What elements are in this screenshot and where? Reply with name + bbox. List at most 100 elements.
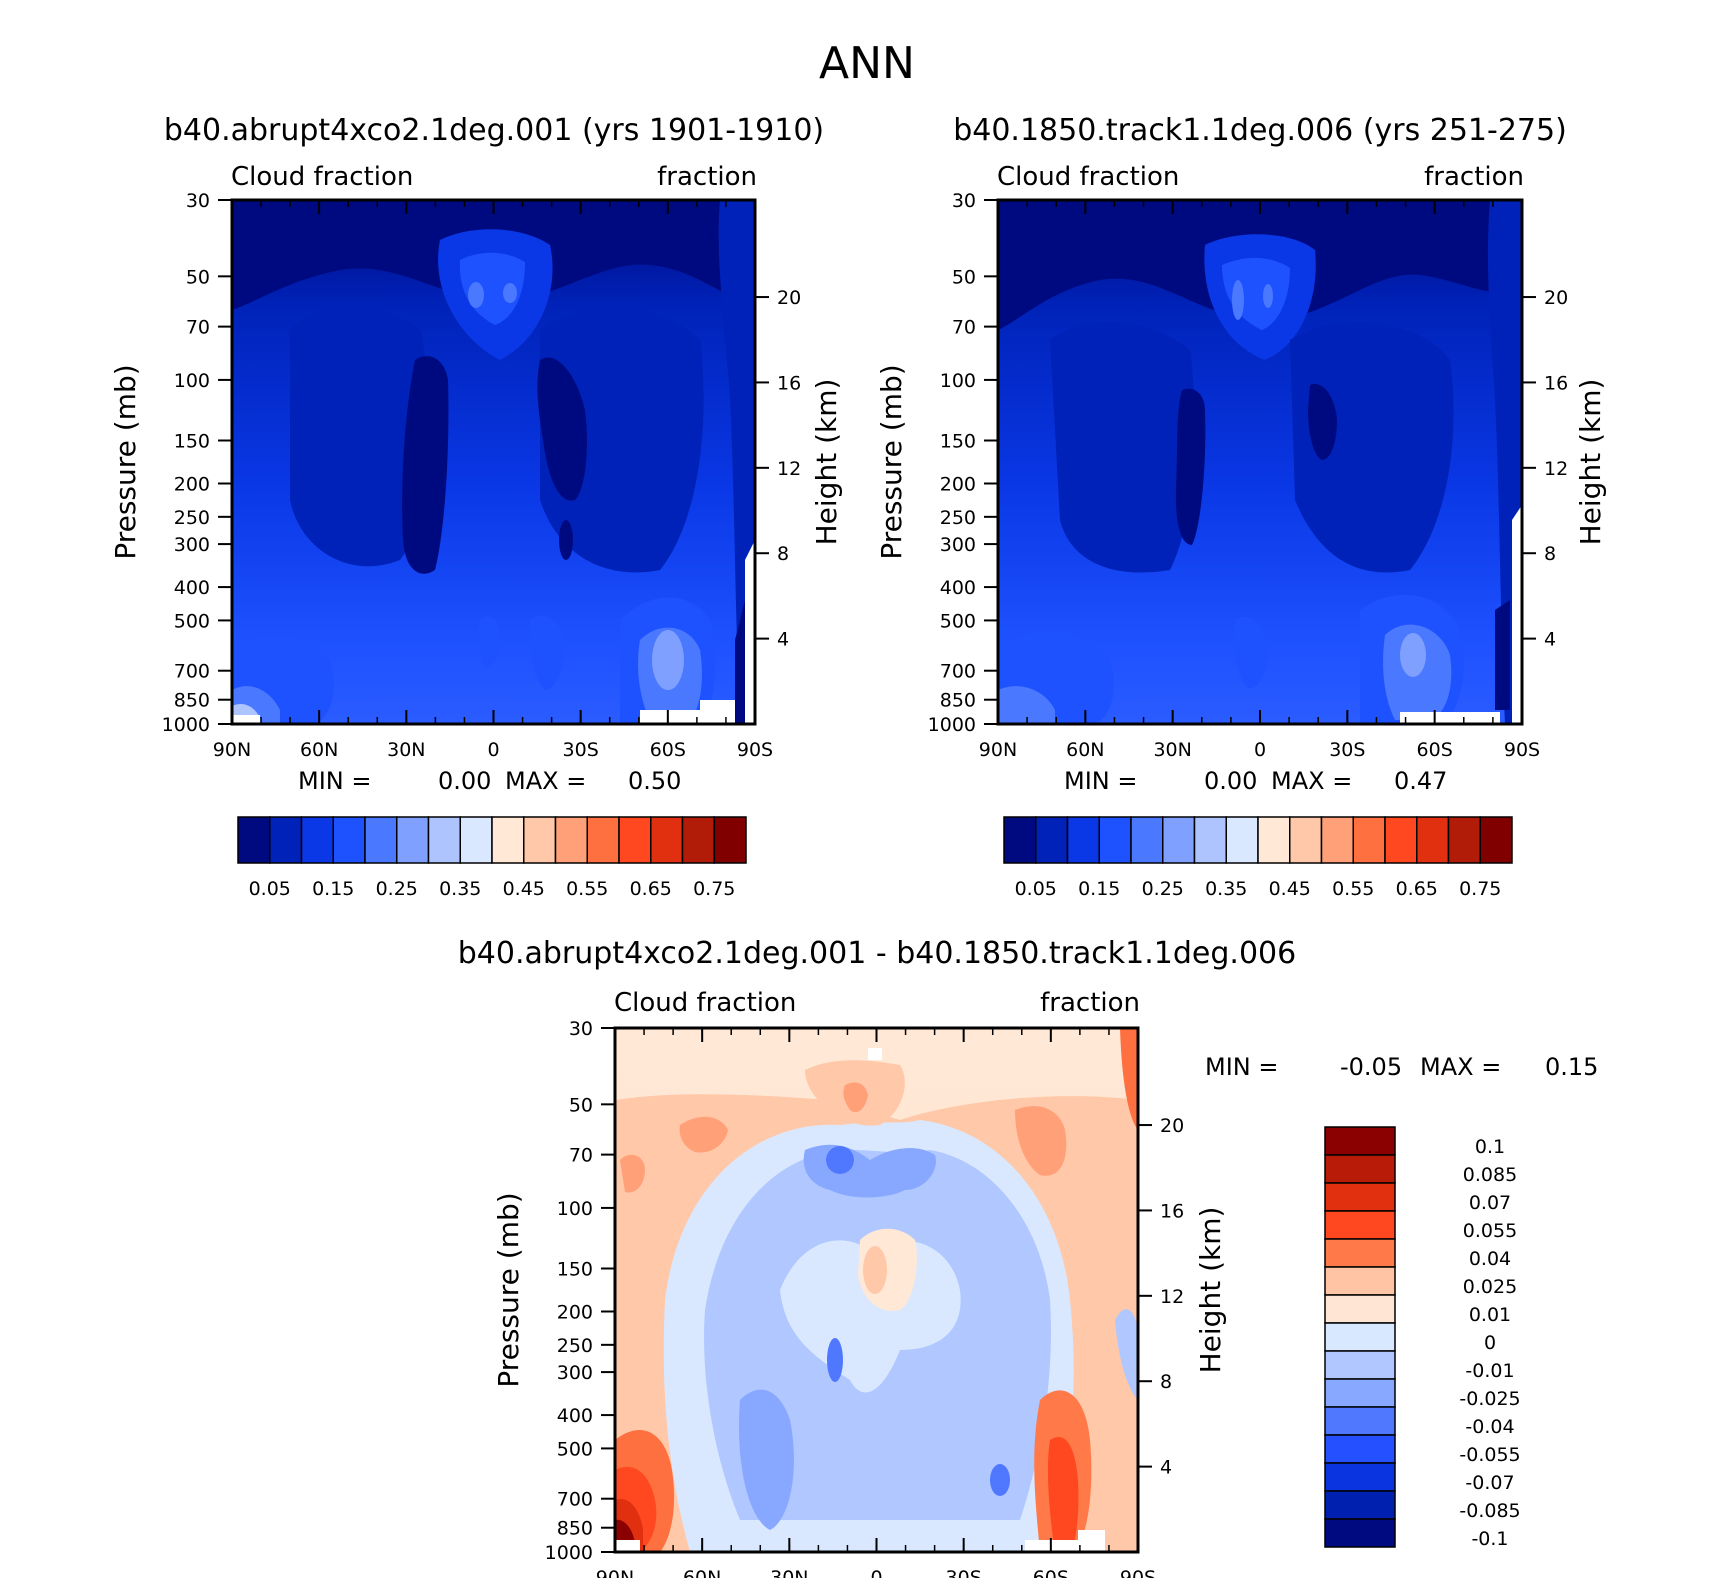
panel-1-y-tick-label: 150 (174, 431, 210, 453)
panel-2-colorbar-label: 0.65 (1396, 878, 1438, 900)
panel-3-right-label: fraction (1040, 988, 1140, 1018)
panel-3-y-tick-label: 400 (557, 1405, 593, 1427)
panel-3-colorbar-box (1324, 1434, 1396, 1464)
panel-3-colorbar-label: 0.01 (1469, 1304, 1511, 1326)
panel-2-colorbar-box (1352, 816, 1386, 864)
panel-1-colorbar-box (269, 816, 303, 864)
panel-1: b40.abrupt4xco2.1deg.001 (yrs 1901-1910)… (164, 113, 824, 726)
panel-3-max-label: MAX = (1420, 1053, 1501, 1081)
panel-1-colorbar-box (459, 816, 493, 864)
panel-2-field (998, 200, 1522, 724)
panel-1-y-tick-label: 100 (174, 370, 210, 392)
panel-1-y2-tick-label: 8 (777, 543, 789, 565)
panel-1-y-tick-label: 30 (186, 190, 210, 212)
panel-2-colorbar-box (1257, 816, 1291, 864)
panel-3-colorbar-box (1324, 1238, 1396, 1268)
panel-3-colorbar-label: 0.07 (1469, 1192, 1511, 1214)
panel-2-colorbar-label: 0.35 (1205, 878, 1247, 900)
panel-2-y-axis-title: Pressure (mb) (875, 364, 908, 559)
panel-2-y-tick-label: 30 (952, 190, 976, 212)
panel-3-max-value: 0.15 (1545, 1053, 1598, 1081)
panel-2-y-tick-label: 50 (952, 266, 976, 288)
panel-3-x-tick-label: 60S (1033, 1567, 1069, 1578)
panel-2-y-tick-label: 150 (940, 431, 976, 453)
panel-2-x-tick-label: 0 (1254, 739, 1266, 761)
panel-2-colorbar-box (1098, 816, 1132, 864)
panel-3-colorbar-box (1324, 1266, 1396, 1296)
panel-3-y-tick-label: 30 (569, 1018, 593, 1040)
panel-1-colorbar-label: 0.15 (312, 878, 354, 900)
panel-3-colorbar-label: -0.07 (1465, 1472, 1514, 1494)
panel-1-title: b40.abrupt4xco2.1deg.001 (yrs 1901-1910) (164, 113, 824, 148)
panel-2-y2-tick-label: 8 (1544, 543, 1556, 565)
panel-3-colorbar-label: -0.055 (1459, 1444, 1520, 1466)
panel-3-colorbar-label: -0.025 (1459, 1388, 1520, 1410)
panel-3-y2-tick-label: 4 (1160, 1457, 1172, 1479)
panel-2-min-value: 0.00 (1204, 767, 1257, 795)
panel-1-min-label: MIN = (298, 767, 371, 795)
panel-1-y-tick-label: 1000 (162, 714, 210, 736)
panel-1-colorbar-label: 0.25 (376, 878, 418, 900)
panel-3-colorbar-box (1324, 1182, 1396, 1212)
panel-1-x-tick-label: 60S (650, 739, 686, 761)
panel-1-y-tick-label: 700 (174, 661, 210, 683)
panel-3-colorbar-box (1324, 1462, 1396, 1492)
panel-3-y2-tick-label: 20 (1160, 1115, 1184, 1137)
panel-1-y-tick-label: 500 (174, 610, 210, 632)
panel-1-colorbar-box (364, 816, 398, 864)
panel-1-colorbar-box (618, 816, 652, 864)
panel-3-y-tick-label: 300 (557, 1362, 593, 1384)
panel-2-min-label: MIN = (1064, 767, 1137, 795)
panel-3-left-label: Cloud fraction (614, 988, 796, 1018)
panel-1-colorbar-box (332, 816, 366, 864)
panel-3-y-tick-label: 70 (569, 1145, 593, 1167)
panel-1-y-tick-label: 400 (174, 577, 210, 599)
panel-2-y-tick-label: 250 (940, 507, 976, 529)
panel-1-colorbar-box (300, 816, 334, 864)
panel-2-x-tick-label: 90N (979, 739, 1017, 761)
panel-3-field (615, 1028, 1138, 1552)
panel-1-y-tick-label: 300 (174, 534, 210, 556)
panel-3-colorbar-label: -0.01 (1465, 1360, 1514, 1382)
panel-1-colorbar-box (650, 816, 684, 864)
panel-2-colorbar-box (1447, 816, 1481, 864)
panel-2: b40.1850.track1.1deg.006 (yrs 251-275) C… (953, 113, 1567, 726)
panel-2-colorbar-label: 0.75 (1459, 878, 1501, 900)
panel-3-x-tick-label: 90N (596, 1567, 634, 1578)
panel-1-y2-tick-label: 20 (777, 287, 801, 309)
figure-title: ANN (819, 38, 915, 89)
panel-2-y-tick-label: 1000 (928, 714, 976, 736)
panel-1-colorbar-label: 0.05 (249, 878, 291, 900)
panel-2-colorbar-label: 0.55 (1332, 878, 1374, 900)
panel-2-colorbar-box (1130, 816, 1164, 864)
panel-2-right-label: fraction (1424, 162, 1524, 192)
panel-1-colorbar-label: 0.35 (439, 878, 481, 900)
panel-1-y2-tick-label: 4 (777, 629, 789, 651)
panel-3-min-label: MIN = (1205, 1053, 1278, 1081)
panel-1-colorbar-box (427, 816, 461, 864)
panel-1-left-label: Cloud fraction (231, 162, 413, 192)
panel-3-title: b40.abrupt4xco2.1deg.001 - b40.1850.trac… (458, 936, 1296, 971)
panel-2-colorbar-box (1320, 816, 1354, 864)
panel-2-colorbar-box (1416, 816, 1450, 864)
panel-3-y-tick-label: 100 (557, 1198, 593, 1220)
panel-1-colorbar-box (681, 816, 715, 864)
panel-2-colorbar-box (1384, 816, 1418, 864)
panel-2-x-tick-label: 90S (1504, 739, 1540, 761)
panel-2-y-tick-label: 70 (952, 317, 976, 339)
panel-2-y-tick-label: 400 (940, 577, 976, 599)
panel-1-x-tick-label: 60N (300, 739, 338, 761)
panel-1-x-tick-label: 30N (387, 739, 425, 761)
panel-3-colorbar-box (1324, 1210, 1396, 1240)
panel-2-x-tick-label: 30S (1329, 739, 1365, 761)
panel-2-y-tick-label: 850 (940, 690, 976, 712)
panel-3-x-tick-label: 30S (946, 1567, 982, 1578)
panel-3: b40.abrupt4xco2.1deg.001 - b40.1850.trac… (458, 936, 1296, 1554)
panel-3-min-value: -0.05 (1340, 1053, 1402, 1081)
panel-1-colorbar-box (586, 816, 620, 864)
panel-1-colorbar-box (554, 816, 588, 864)
panel-2-colorbar-label: 0.45 (1269, 878, 1311, 900)
panel-2-y-tick-label: 700 (940, 661, 976, 683)
panel-2-colorbar-label: 0.25 (1142, 878, 1184, 900)
